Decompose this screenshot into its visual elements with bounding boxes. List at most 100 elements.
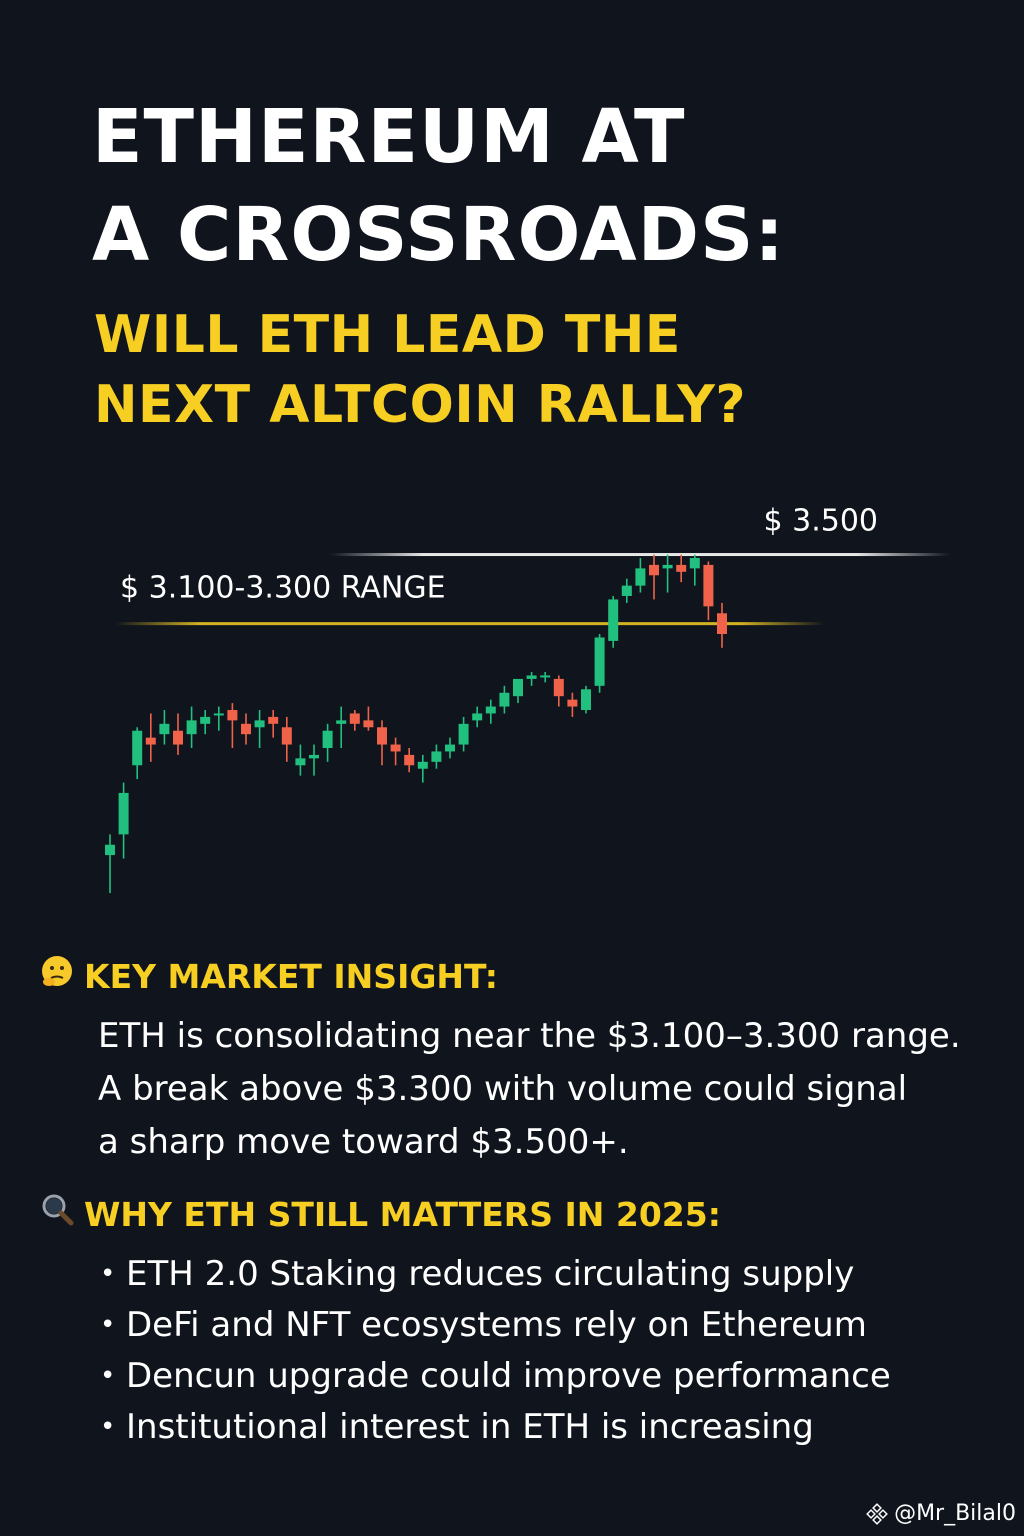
- candle: [485, 699, 496, 724]
- candle-body: [336, 720, 347, 724]
- candle: [635, 558, 646, 593]
- insight-body: ETH is consolidating near the $3.100–3.3…: [98, 1010, 998, 1169]
- watermark: @Mr_Bilal0: [866, 1501, 1016, 1526]
- candle: [118, 782, 129, 859]
- candle: [390, 737, 401, 766]
- candle-body: [526, 675, 537, 679]
- candle-body: [349, 713, 360, 724]
- candle-body: [540, 675, 551, 678]
- candle-body: [608, 599, 619, 641]
- candle: [567, 692, 578, 717]
- candle: [540, 672, 551, 683]
- candle: [145, 713, 156, 762]
- list-item: DeFi and NFT ecosystems rely on Ethereum: [98, 1300, 998, 1351]
- candle-body: [594, 637, 605, 686]
- candle-body: [404, 754, 415, 766]
- insight-section: KEY MARKET INSIGHT: ETH is consolidating…: [42, 955, 998, 1169]
- candle: [703, 561, 714, 621]
- title-line-2: A CROSSROADS:: [92, 192, 785, 278]
- candle-body: [513, 678, 523, 697]
- binance-logo-icon: [866, 1502, 888, 1525]
- candle-body: [281, 727, 292, 745]
- candle: [268, 710, 279, 738]
- candle: [377, 720, 387, 766]
- candle-body: [445, 744, 455, 752]
- candle-body: [363, 720, 374, 728]
- candle: [499, 685, 510, 714]
- resistance-label: $ 3.500: [763, 504, 878, 539]
- candle: [281, 716, 292, 762]
- candle-body: [499, 692, 510, 707]
- candle-body: [241, 723, 251, 735]
- why-heading: WHY ETH STILL MATTERS IN 2025:: [84, 1194, 721, 1234]
- candle-body: [431, 751, 442, 762]
- candle-body: [689, 558, 700, 569]
- insight-line-1: ETH is consolidating near the $3.100–3.3…: [98, 1016, 961, 1056]
- candle: [581, 685, 591, 714]
- list-item: Dencun upgrade could improve performance: [98, 1351, 998, 1402]
- candle: [309, 744, 319, 776]
- candle: [295, 744, 306, 776]
- candle-body: [309, 754, 319, 759]
- candle: [417, 754, 428, 783]
- candle-body: [676, 564, 687, 572]
- candle-body: [581, 689, 591, 710]
- candle: [336, 706, 347, 748]
- candle-body: [118, 792, 129, 835]
- candle: [689, 554, 700, 586]
- candle-body: [213, 713, 224, 716]
- candle-body: [173, 730, 183, 745]
- candle-body: [703, 564, 714, 607]
- candle-body: [132, 730, 143, 766]
- resistance-line: [330, 553, 950, 557]
- candle: [472, 706, 483, 728]
- candle-body: [485, 706, 496, 714]
- candle: [241, 713, 251, 745]
- candle: [159, 710, 170, 745]
- magnifier-icon: [40, 1192, 84, 1237]
- candle-body: [635, 568, 646, 586]
- eth-candlestick-chart: $ 3.500 $ 3.100-3.300 RANGE: [105, 504, 950, 894]
- candle-body: [105, 844, 115, 856]
- candle-body: [227, 710, 238, 721]
- candle: [526, 672, 537, 686]
- candle-body: [621, 585, 632, 596]
- candle-body: [390, 744, 401, 752]
- candle: [717, 602, 727, 648]
- candle: [649, 554, 659, 600]
- candle-body: [295, 758, 306, 766]
- why-heading-row: WHY ETH STILL MATTERS IN 2025:: [42, 1192, 998, 1237]
- candle: [105, 834, 115, 894]
- candle: [621, 578, 632, 603]
- candle: [445, 737, 455, 759]
- list-item: ETH 2.0 Staking reduces circulating supp…: [98, 1249, 998, 1300]
- insight-line-2: A break above $3.300 with volume could s…: [98, 1069, 908, 1109]
- candle: [213, 706, 224, 731]
- insight-line-3: a sharp move toward $3.500+.: [98, 1122, 629, 1162]
- insight-heading-row: KEY MARKET INSIGHT:: [42, 955, 998, 998]
- candle: [349, 710, 360, 731]
- candle: [404, 748, 415, 773]
- subtitle-line-1: WILL ETH LEAD THE: [94, 305, 681, 365]
- candle-body: [567, 699, 578, 707]
- candle: [594, 634, 605, 693]
- candle-body: [553, 678, 564, 697]
- page-subtitle: WILL ETH LEAD THE NEXT ALTCOIN RALLY?: [94, 300, 746, 440]
- candle-body: [377, 727, 387, 745]
- candle-body: [417, 761, 428, 769]
- candle: [363, 706, 374, 731]
- candle-body: [458, 723, 469, 745]
- page-title: ETHEREUM AT A CROSSROADS:: [92, 88, 785, 284]
- candle: [553, 675, 564, 707]
- subtitle-line-2: NEXT ALTCOIN RALLY?: [94, 375, 747, 435]
- candle: [173, 713, 183, 755]
- candle-body: [322, 730, 333, 748]
- candle: [254, 710, 265, 748]
- candle: [513, 678, 523, 704]
- candle: [662, 554, 673, 593]
- candle-body: [186, 720, 197, 735]
- author-handle: @Mr_Bilal0: [894, 1501, 1016, 1526]
- why-list: ETH 2.0 Staking reduces circulating supp…: [98, 1249, 998, 1453]
- list-item: Institutional interest in ETH is increas…: [98, 1402, 998, 1453]
- insight-heading: KEY MARKET INSIGHT:: [84, 956, 498, 996]
